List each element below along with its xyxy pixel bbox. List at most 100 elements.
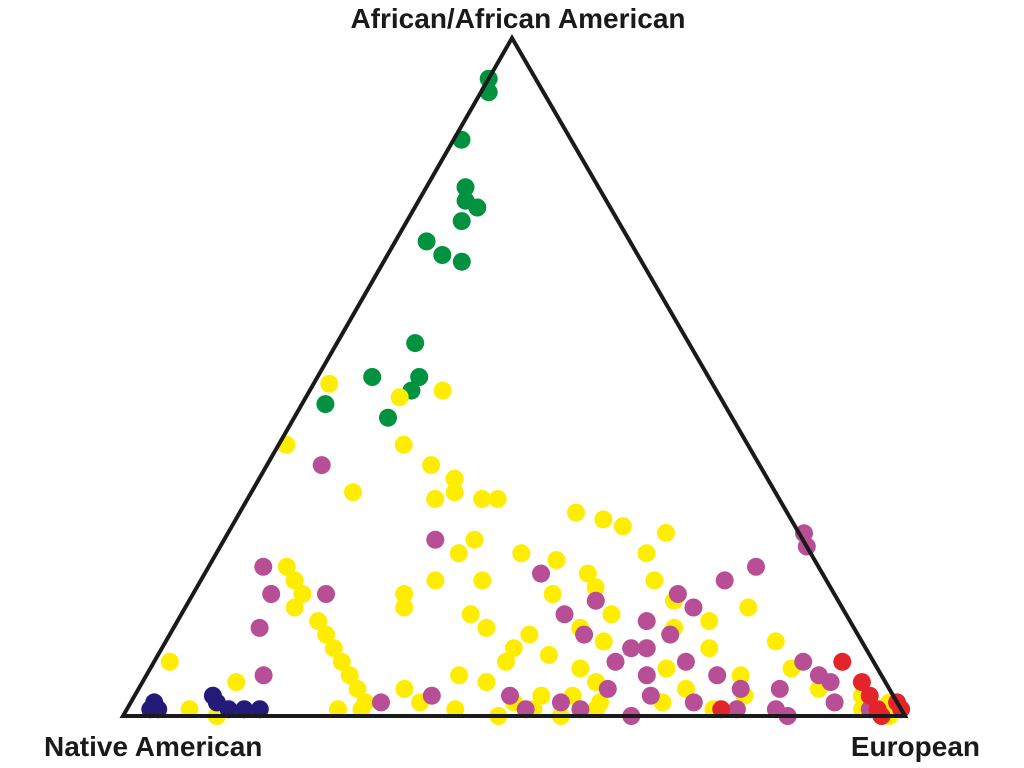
data-point-magenta bbox=[372, 693, 390, 712]
data-point-magenta bbox=[715, 571, 734, 590]
data-point-magenta bbox=[770, 679, 789, 698]
data-point-yellow bbox=[637, 544, 656, 563]
data-point-yellow bbox=[543, 585, 562, 603]
data-point-magenta bbox=[708, 666, 727, 685]
data-point-yellow bbox=[488, 490, 507, 508]
data-point-magenta bbox=[637, 639, 656, 658]
ternary-triangle-outline bbox=[119, 33, 909, 718]
data-point-green bbox=[410, 368, 429, 386]
data-point-yellow bbox=[567, 503, 585, 522]
data-point-yellow bbox=[461, 605, 480, 624]
data-point-yellow bbox=[613, 517, 632, 536]
data-point-green bbox=[417, 232, 436, 251]
data-point-yellow bbox=[700, 612, 719, 631]
data-point-magenta bbox=[684, 598, 703, 617]
data-point-navy bbox=[219, 700, 238, 719]
data-point-magenta bbox=[622, 639, 641, 658]
data-point-magenta bbox=[312, 456, 331, 475]
data-point-yellow bbox=[504, 639, 523, 658]
data-point-magenta bbox=[426, 530, 445, 549]
data-point-yellow bbox=[739, 598, 758, 617]
data-point-red bbox=[833, 652, 852, 671]
data-point-yellow bbox=[594, 510, 613, 529]
data-point-magenta bbox=[747, 557, 765, 576]
data-point-magenta bbox=[676, 652, 695, 671]
vertex-label-left: Native American bbox=[44, 731, 262, 762]
data-point-yellow bbox=[285, 571, 304, 590]
data-point-yellow bbox=[497, 652, 515, 671]
data-point-navy bbox=[250, 700, 269, 719]
data-point-magenta bbox=[637, 666, 656, 685]
data-point-yellow bbox=[700, 639, 719, 658]
data-point-yellow bbox=[449, 544, 468, 563]
points-layer bbox=[141, 69, 911, 725]
data-point-yellow bbox=[293, 585, 312, 603]
data-point-yellow bbox=[395, 598, 414, 617]
data-point-yellow bbox=[540, 646, 558, 664]
data-point-yellow bbox=[348, 679, 367, 698]
data-point-magenta bbox=[825, 693, 844, 712]
data-point-yellow bbox=[446, 700, 465, 719]
data-point-yellow bbox=[677, 679, 695, 698]
data-point-green bbox=[406, 334, 425, 353]
data-point-green bbox=[456, 178, 475, 197]
data-point-yellow bbox=[512, 544, 531, 563]
data-point-yellow bbox=[320, 374, 339, 393]
data-point-magenta bbox=[684, 693, 703, 712]
data-point-yellow bbox=[309, 612, 328, 631]
data-point-magenta bbox=[637, 612, 656, 631]
vertex-label-right: European bbox=[851, 731, 980, 762]
data-point-magenta bbox=[731, 679, 750, 698]
data-point-magenta bbox=[821, 673, 840, 692]
data-point-yellow bbox=[332, 652, 351, 671]
data-point-yellow bbox=[586, 578, 605, 597]
data-point-yellow bbox=[390, 388, 409, 407]
data-point-yellow bbox=[394, 435, 413, 454]
data-point-magenta bbox=[516, 700, 535, 719]
data-point-yellow bbox=[160, 652, 179, 671]
data-point-yellow bbox=[180, 700, 199, 719]
data-point-magenta bbox=[606, 652, 625, 671]
data-point-green bbox=[316, 395, 335, 414]
data-point-magenta bbox=[262, 585, 281, 603]
data-point-magenta bbox=[794, 652, 813, 671]
data-point-magenta bbox=[641, 686, 660, 705]
data-point-yellow bbox=[532, 686, 551, 705]
data-point-yellow bbox=[426, 490, 445, 508]
data-point-yellow bbox=[450, 666, 469, 685]
data-point-magenta bbox=[661, 625, 680, 644]
data-point-yellow bbox=[285, 598, 304, 617]
data-point-green bbox=[433, 246, 452, 264]
data-point-yellow bbox=[422, 456, 441, 475]
data-point-red bbox=[852, 673, 871, 692]
data-point-magenta bbox=[727, 700, 746, 719]
data-point-magenta bbox=[555, 605, 574, 624]
data-point-yellow bbox=[473, 571, 492, 590]
data-point-magenta bbox=[501, 686, 519, 705]
data-point-yellow bbox=[477, 673, 496, 692]
data-point-yellow bbox=[473, 490, 492, 508]
data-point-magenta bbox=[317, 585, 335, 603]
data-point-yellow bbox=[657, 659, 676, 678]
data-point-yellow bbox=[578, 564, 597, 583]
data-point-yellow bbox=[571, 659, 590, 678]
data-point-yellow bbox=[602, 605, 621, 624]
data-point-yellow bbox=[657, 523, 675, 542]
data-point-yellow bbox=[395, 585, 414, 603]
data-point-yellow bbox=[426, 571, 445, 590]
data-point-yellow bbox=[594, 632, 613, 651]
data-point-magenta bbox=[598, 679, 617, 698]
data-point-yellow bbox=[433, 381, 452, 400]
data-point-red bbox=[860, 686, 879, 705]
data-point-navy bbox=[235, 700, 254, 719]
data-point-yellow bbox=[227, 673, 246, 692]
data-point-yellow bbox=[445, 483, 464, 502]
data-point-yellow bbox=[465, 530, 484, 549]
data-point-green bbox=[379, 408, 397, 427]
data-point-green bbox=[468, 198, 487, 217]
data-point-yellow bbox=[445, 469, 464, 488]
data-point-yellow bbox=[352, 700, 371, 719]
data-point-yellow bbox=[547, 551, 566, 570]
data-point-magenta bbox=[571, 700, 590, 719]
